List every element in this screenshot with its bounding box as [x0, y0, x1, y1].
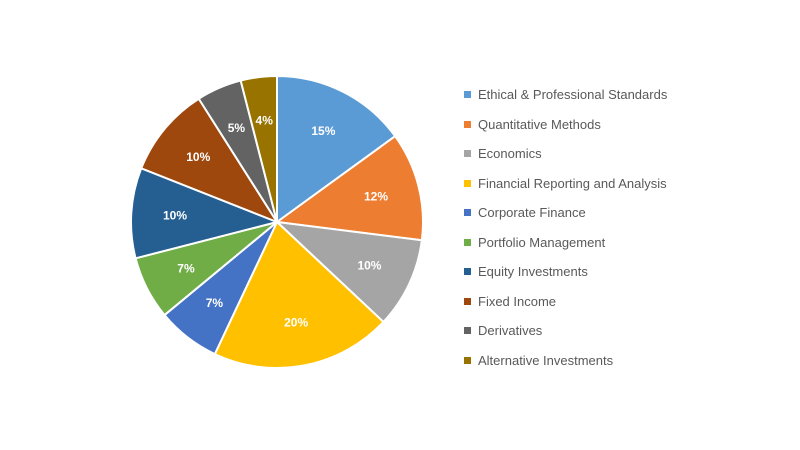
- slice-data-label-5: 7%: [206, 296, 224, 310]
- legend-label: Financial Reporting and Analysis: [478, 175, 667, 191]
- slice-data-label-6: 7%: [177, 261, 195, 275]
- slice-data-label-9: 5%: [228, 121, 246, 135]
- legend-item: Alternative Investments: [464, 346, 784, 376]
- slice-data-label-8: 10%: [186, 150, 210, 164]
- pie-slices: [130, 74, 424, 369]
- slice-data-label-7: 10%: [163, 209, 187, 223]
- legend-label: Corporate Finance: [478, 205, 586, 221]
- legend-swatch: [464, 297, 471, 305]
- legend-swatch: [464, 91, 471, 99]
- legend-item: Quantitative Methods: [464, 110, 784, 140]
- legend-label: Portfolio Management: [478, 234, 606, 250]
- legend-swatch: [464, 268, 471, 276]
- legend-swatch: [464, 120, 471, 128]
- legend-label: Equity Investments: [478, 264, 588, 280]
- pie-slice-4: [213, 220, 385, 369]
- slice-data-label-10: 4%: [256, 114, 274, 128]
- legend-swatch: [464, 356, 471, 364]
- legend-label: Derivatives: [478, 323, 543, 339]
- pie-slice-2: [274, 134, 424, 242]
- pie-slice-10: [239, 74, 278, 223]
- legend-item: Ethical & Professional Standards: [464, 80, 784, 110]
- pie-slice-7: [130, 166, 281, 260]
- slice-data-label-3: 10%: [357, 259, 381, 273]
- legend-item: Economics: [464, 139, 784, 169]
- legend-item: Equity Investments: [464, 257, 784, 287]
- legend-swatch: [464, 179, 471, 187]
- legend-label: Fixed Income: [478, 293, 557, 309]
- pie-slice-3: [274, 220, 423, 324]
- legend-swatch: [464, 150, 471, 158]
- pie-data-labels: 15% 12% 10% 20% 7% 7% 10% 10% 5% 4%: [163, 114, 388, 330]
- legend-swatch: [464, 327, 471, 335]
- legend-item: Portfolio Management: [464, 228, 784, 258]
- slice-data-label-2: 12%: [364, 190, 388, 204]
- legend-swatch: [464, 238, 471, 246]
- legend-item: Corporate Finance: [464, 198, 784, 228]
- legend-item: Derivatives: [464, 316, 784, 346]
- legend-label: Ethical & Professional Standards: [478, 87, 668, 103]
- slice-data-label-4: 20%: [284, 315, 308, 329]
- legend-item: Fixed Income: [464, 287, 784, 317]
- legend-item: Financial Reporting and Analysis: [464, 169, 784, 199]
- legend-label: Alternative Investments: [478, 352, 614, 368]
- chart-legend: Ethical & Professional Standards Quantita…: [464, 80, 784, 375]
- legend-label: Economics: [478, 146, 542, 162]
- pie-slice-1: [276, 74, 397, 224]
- legend-label: Quantitative Methods: [478, 116, 601, 132]
- pie-slice-8: [139, 97, 280, 225]
- legend-swatch: [464, 209, 471, 217]
- slice-data-label-1: 15%: [311, 124, 335, 138]
